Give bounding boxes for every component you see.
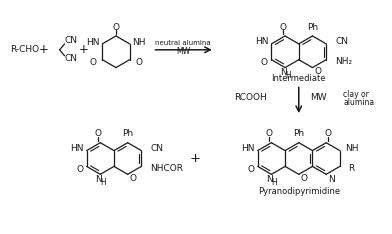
Text: O: O <box>95 129 102 138</box>
Text: O: O <box>76 165 83 174</box>
Text: NH: NH <box>132 38 146 48</box>
Text: O: O <box>266 129 273 138</box>
Text: Intermediate: Intermediate <box>272 74 326 83</box>
Text: N: N <box>280 68 287 77</box>
Text: O: O <box>247 165 254 174</box>
Text: HN: HN <box>255 37 269 46</box>
Text: CN: CN <box>150 144 163 153</box>
Text: +: + <box>39 43 49 56</box>
Text: neutral alumina: neutral alumina <box>155 40 211 46</box>
Text: CN: CN <box>65 37 78 45</box>
Text: O: O <box>261 58 268 67</box>
Text: MW: MW <box>176 47 190 56</box>
Text: N: N <box>328 175 335 184</box>
Text: H: H <box>272 178 277 187</box>
Text: RCOOH: RCOOH <box>234 93 267 102</box>
Text: HN: HN <box>241 144 255 153</box>
Text: +: + <box>78 43 88 56</box>
Text: NH: NH <box>345 144 358 153</box>
Text: +: + <box>189 152 201 165</box>
Text: R: R <box>348 164 354 173</box>
Text: O: O <box>325 129 332 138</box>
Text: O: O <box>301 174 308 183</box>
Text: O: O <box>90 58 97 67</box>
Text: O: O <box>279 22 287 32</box>
Text: CN: CN <box>65 54 78 63</box>
Text: alumina: alumina <box>343 98 374 107</box>
Text: H: H <box>100 178 106 187</box>
Text: Ph: Ph <box>307 22 318 32</box>
Text: O: O <box>130 174 137 183</box>
Text: NHCOR: NHCOR <box>150 164 183 173</box>
Text: N: N <box>95 175 102 184</box>
Text: Pyranodipyrimidine: Pyranodipyrimidine <box>258 186 340 196</box>
Text: R-CHO: R-CHO <box>10 45 39 54</box>
Text: CN: CN <box>335 37 348 46</box>
Text: NH₂: NH₂ <box>335 57 352 66</box>
Text: H: H <box>285 71 291 80</box>
Text: clay or: clay or <box>343 90 369 99</box>
Text: Ph: Ph <box>293 129 304 138</box>
Text: O: O <box>314 67 321 76</box>
Text: HN: HN <box>86 38 99 48</box>
Text: O: O <box>135 58 142 67</box>
Text: HN: HN <box>70 144 83 153</box>
Text: O: O <box>113 22 120 32</box>
Text: N: N <box>266 175 273 184</box>
Text: Ph: Ph <box>122 129 133 138</box>
Text: MW: MW <box>310 93 327 102</box>
